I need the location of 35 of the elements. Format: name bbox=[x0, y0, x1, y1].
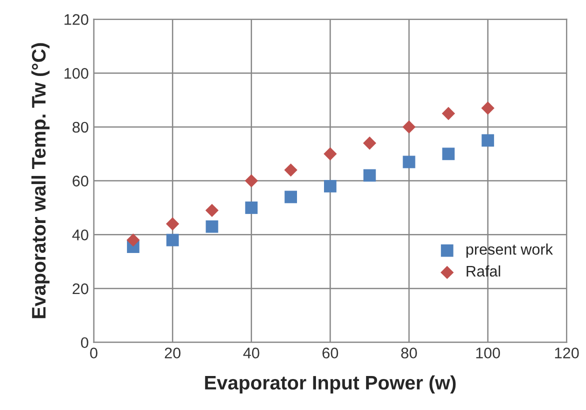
x-tick-label: 120 bbox=[555, 348, 579, 358]
y-tick-label: 0 bbox=[81, 337, 88, 348]
y-tick-label: 120 bbox=[64, 14, 88, 25]
point bbox=[166, 217, 180, 230]
x-tick-label: 60 bbox=[322, 348, 338, 358]
y-tick-label: 40 bbox=[72, 230, 88, 240]
point bbox=[244, 174, 258, 188]
x-axis-title: Evaporator Input Power (w) bbox=[205, 375, 456, 394]
point bbox=[402, 120, 416, 134]
point bbox=[324, 180, 336, 192]
point bbox=[284, 163, 298, 177]
x-tick-label: 20 bbox=[164, 348, 180, 358]
point bbox=[206, 220, 218, 233]
point bbox=[205, 204, 219, 218]
y-axis-title: Evaporator wall Temp. Tw (°C) bbox=[31, 43, 50, 318]
y-tick-label: 60 bbox=[72, 176, 88, 186]
x-tick-label: 40 bbox=[243, 348, 260, 358]
y-tick-label: 20 bbox=[72, 283, 88, 294]
point bbox=[324, 147, 337, 160]
y-tick-label: 80 bbox=[72, 122, 88, 133]
point bbox=[363, 136, 376, 150]
point bbox=[245, 202, 258, 214]
point bbox=[481, 102, 494, 115]
point bbox=[402, 156, 416, 168]
point bbox=[363, 169, 376, 182]
point bbox=[284, 190, 298, 204]
point bbox=[166, 234, 179, 246]
point bbox=[442, 106, 456, 120]
x-tick-label: 0 bbox=[90, 348, 98, 358]
x-tick-label: 80 bbox=[401, 348, 417, 358]
point bbox=[482, 134, 494, 147]
x-tick-label: 100 bbox=[476, 348, 500, 358]
point bbox=[442, 148, 455, 160]
point bbox=[126, 233, 140, 247]
y-tick-label: 100 bbox=[64, 68, 88, 79]
